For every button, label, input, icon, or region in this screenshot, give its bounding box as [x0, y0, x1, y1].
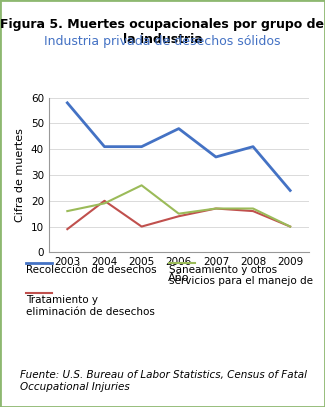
- Text: Fuente: U.S. Bureau of Labor Statistics, Census of Fatal
Occupational Injuries: Fuente: U.S. Bureau of Labor Statistics,…: [20, 370, 306, 392]
- Y-axis label: Cifra de muertes: Cifra de muertes: [15, 128, 25, 222]
- Text: Tratamiento y
eliminación de desechos: Tratamiento y eliminación de desechos: [26, 295, 155, 317]
- Text: Figura 5. Muertes ocupacionales por grupo de la industria: Figura 5. Muertes ocupacionales por grup…: [1, 18, 324, 46]
- X-axis label: Año: Año: [168, 273, 189, 283]
- Text: Recolección de desechos: Recolección de desechos: [26, 265, 157, 275]
- Text: Industria privada de desechos sólidos: Industria privada de desechos sólidos: [44, 35, 281, 48]
- Text: Saneamiento y otros
servicios para el manejo de: Saneamiento y otros servicios para el ma…: [169, 265, 313, 286]
